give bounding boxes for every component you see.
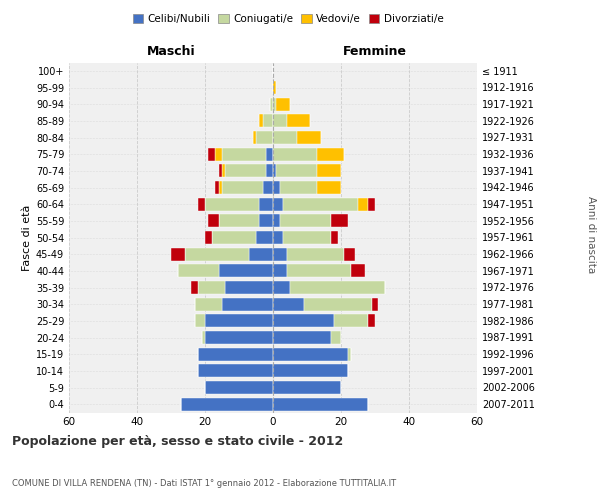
Bar	[273, 181, 280, 194]
Bar	[334, 314, 368, 328]
Bar	[198, 364, 273, 378]
Bar	[273, 114, 287, 128]
Bar	[371, 298, 379, 310]
Bar	[297, 131, 320, 144]
Bar	[195, 298, 222, 310]
Bar	[222, 181, 263, 194]
Bar	[266, 164, 273, 177]
Bar	[331, 231, 338, 244]
Bar	[280, 181, 317, 194]
Bar	[215, 148, 222, 160]
Bar	[273, 348, 348, 360]
Bar	[368, 314, 375, 328]
Bar	[198, 348, 273, 360]
Bar	[222, 298, 273, 310]
Bar	[222, 164, 226, 177]
Bar	[273, 314, 334, 328]
Bar	[249, 248, 273, 260]
Bar	[273, 131, 297, 144]
Bar	[273, 231, 283, 244]
Bar	[358, 198, 368, 210]
Bar	[259, 114, 263, 128]
Bar	[273, 248, 287, 260]
Text: Femmine: Femmine	[343, 44, 407, 58]
Bar	[317, 164, 341, 177]
Bar	[287, 248, 344, 260]
Bar	[226, 164, 266, 177]
Bar	[283, 231, 331, 244]
Bar	[273, 364, 348, 378]
Bar	[171, 248, 185, 260]
Bar	[304, 298, 371, 310]
Bar	[266, 148, 273, 160]
Text: COMUNE DI VILLA RENDENA (TN) - Dati ISTAT 1° gennaio 2012 - Elaborazione TUTTITA: COMUNE DI VILLA RENDENA (TN) - Dati ISTA…	[12, 478, 396, 488]
Bar	[185, 248, 249, 260]
Bar	[218, 264, 273, 278]
Bar	[191, 281, 198, 294]
Bar	[259, 214, 273, 228]
Bar	[208, 148, 215, 160]
Bar	[205, 381, 273, 394]
Bar	[287, 264, 351, 278]
Bar	[178, 264, 218, 278]
Bar	[331, 214, 348, 228]
Text: Maschi: Maschi	[146, 44, 196, 58]
Bar	[259, 198, 273, 210]
Bar	[331, 331, 341, 344]
Bar	[215, 181, 218, 194]
Bar	[287, 114, 310, 128]
Bar	[208, 214, 218, 228]
Bar	[273, 164, 277, 177]
Bar	[263, 114, 273, 128]
Bar	[351, 264, 365, 278]
Bar	[273, 214, 280, 228]
Legend: Celibi/Nubili, Coniugati/e, Vedovi/e, Divorziati/e: Celibi/Nubili, Coniugati/e, Vedovi/e, Di…	[128, 10, 448, 29]
Bar	[273, 298, 304, 310]
Bar	[344, 248, 355, 260]
Bar	[253, 131, 256, 144]
Bar	[277, 164, 317, 177]
Bar	[348, 348, 351, 360]
Text: Popolazione per età, sesso e stato civile - 2012: Popolazione per età, sesso e stato civil…	[12, 434, 343, 448]
Bar	[273, 381, 341, 394]
Bar	[283, 198, 358, 210]
Bar	[273, 148, 317, 160]
Bar	[218, 164, 222, 177]
Bar	[205, 231, 212, 244]
Bar	[263, 181, 273, 194]
Bar	[273, 81, 277, 94]
Bar	[273, 398, 368, 410]
Bar	[222, 148, 266, 160]
Bar	[290, 281, 385, 294]
Bar	[195, 314, 205, 328]
Y-axis label: Fasce di età: Fasce di età	[22, 204, 32, 270]
Bar	[205, 198, 259, 210]
Bar	[181, 398, 273, 410]
Bar	[256, 231, 273, 244]
Bar	[273, 198, 283, 210]
Bar	[269, 98, 273, 110]
Text: Anni di nascita: Anni di nascita	[586, 196, 596, 274]
Bar	[226, 281, 273, 294]
Bar	[368, 198, 375, 210]
Bar	[205, 314, 273, 328]
Bar	[280, 214, 331, 228]
Bar	[277, 98, 290, 110]
Bar	[273, 264, 287, 278]
Bar	[218, 181, 222, 194]
Bar	[198, 198, 205, 210]
Bar	[273, 98, 277, 110]
Bar	[317, 148, 344, 160]
Bar	[205, 331, 273, 344]
Bar	[212, 231, 256, 244]
Bar	[273, 331, 331, 344]
Bar	[256, 131, 273, 144]
Bar	[198, 281, 226, 294]
Bar	[218, 214, 259, 228]
Bar	[273, 281, 290, 294]
Bar	[202, 331, 205, 344]
Bar	[317, 181, 341, 194]
